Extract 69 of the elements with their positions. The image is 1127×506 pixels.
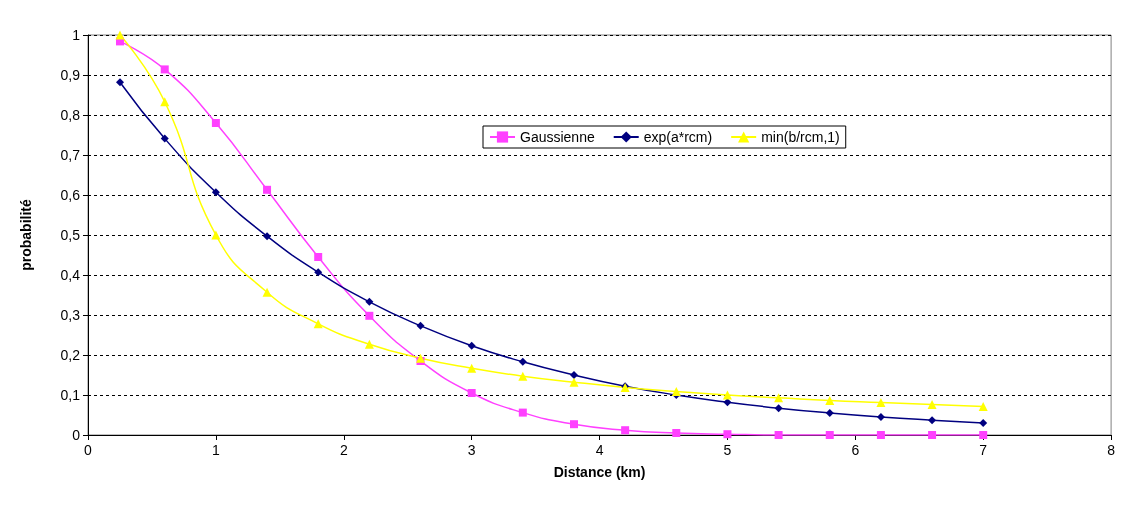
point — [876, 413, 885, 421]
y-axis-title: probabilité — [18, 199, 34, 271]
point — [928, 431, 937, 439]
point — [160, 134, 169, 143]
point — [263, 232, 272, 241]
point — [365, 311, 374, 320]
legend-label: exp(a*rcm) — [643, 129, 713, 145]
y-tick-label: 0,2 — [60, 347, 81, 363]
point — [416, 353, 426, 363]
point — [160, 65, 169, 74]
y-tick-label: 0,8 — [60, 107, 81, 123]
y-tick-label: 0,4 — [60, 267, 81, 283]
point — [211, 188, 220, 197]
point — [569, 371, 578, 379]
point — [467, 341, 476, 350]
point — [115, 78, 124, 87]
y-tick-label: 0,5 — [60, 227, 81, 243]
point — [569, 420, 578, 429]
point — [876, 398, 886, 408]
point — [211, 119, 220, 127]
y-tick-label: 0,6 — [60, 187, 81, 203]
point — [518, 357, 527, 366]
point — [115, 30, 125, 40]
point — [621, 426, 630, 435]
point — [314, 268, 323, 277]
point — [723, 430, 732, 439]
point — [467, 363, 477, 373]
y-tick-label: 0,9 — [60, 67, 81, 83]
point — [416, 321, 425, 330]
y-tick-label: 1 — [72, 27, 81, 43]
y-tick-label: 0 — [72, 427, 81, 443]
point — [569, 377, 579, 387]
point — [262, 287, 272, 297]
point — [672, 429, 681, 437]
point — [211, 230, 221, 240]
point — [825, 409, 834, 417]
point — [979, 431, 988, 439]
point — [927, 400, 937, 410]
point — [979, 419, 988, 427]
x-tick-label: 8 — [1107, 442, 1116, 458]
point — [467, 389, 476, 397]
point — [365, 297, 374, 306]
legend-label: min(b/rcm,1) — [761, 129, 840, 145]
y-tick-label: 0,3 — [60, 307, 81, 323]
x-tick-label: 2 — [339, 442, 348, 458]
point — [722, 390, 732, 400]
point — [671, 386, 681, 396]
x-tick-label: 7 — [979, 442, 988, 458]
point — [825, 431, 834, 439]
point — [774, 431, 783, 439]
point — [928, 416, 937, 425]
x-axis-title: Distance (km) — [553, 464, 646, 480]
point — [518, 371, 528, 381]
point — [774, 404, 783, 413]
point — [263, 185, 272, 194]
point — [314, 253, 323, 261]
point — [364, 339, 374, 349]
x-tick-label: 0 — [84, 442, 93, 458]
legend-label: Gaussienne — [520, 129, 595, 145]
x-tick-label: 4 — [595, 442, 604, 458]
y-tick-label: 0,7 — [60, 147, 81, 163]
x-tick-label: 3 — [467, 442, 476, 458]
y-tick-label: 0,1 — [60, 387, 81, 403]
x-tick-label: 5 — [723, 442, 732, 458]
x-tick-label: 1 — [211, 442, 220, 458]
point — [876, 431, 885, 439]
point — [518, 408, 527, 417]
x-tick-label: 6 — [851, 442, 860, 458]
point — [774, 393, 784, 403]
